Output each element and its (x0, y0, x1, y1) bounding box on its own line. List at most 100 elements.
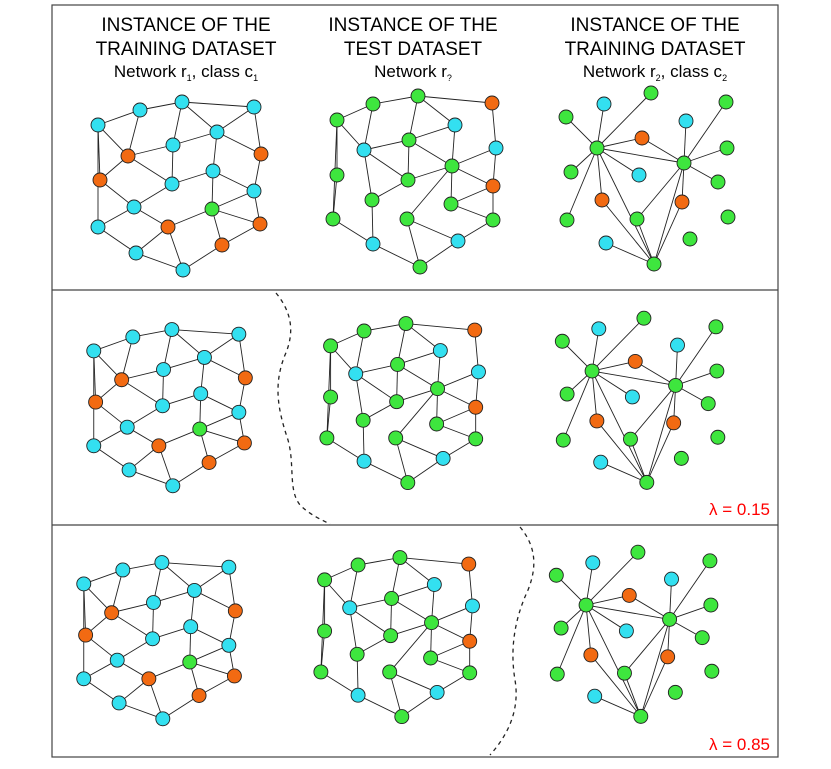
graph-node (193, 386, 209, 402)
graph-edge (624, 673, 642, 717)
graph-node (589, 140, 605, 156)
graph-node (694, 630, 710, 646)
graph-node (593, 454, 609, 470)
graph-node (388, 430, 404, 446)
graph-node (682, 231, 698, 247)
graph-node (115, 562, 131, 578)
graph-node (88, 394, 104, 410)
graph-edge (216, 131, 262, 155)
graph-edge (408, 124, 456, 141)
graph-node (182, 654, 198, 670)
header-test: INSTANCE OF THE TEST DATASET Network r? (328, 15, 497, 83)
graph-edge (640, 656, 669, 717)
graph-edge (397, 364, 438, 390)
graph-edge (646, 385, 677, 483)
graph-node (132, 102, 148, 118)
graph-edge (389, 671, 438, 693)
graph-node (76, 671, 92, 687)
graph-node (325, 211, 341, 227)
graph-node (710, 174, 726, 190)
graph-node (114, 372, 130, 388)
graph-edge (128, 469, 173, 487)
graph-node (563, 164, 579, 180)
graph-edge (585, 604, 592, 655)
graph-edge (636, 162, 685, 220)
graph-node (183, 619, 199, 635)
graph-node (389, 394, 405, 410)
graph-node (401, 132, 417, 148)
graph-node (598, 235, 614, 251)
graph-edge (417, 95, 493, 104)
graph-edge (395, 437, 409, 483)
graph-node (155, 398, 171, 414)
graph-edge (641, 137, 685, 164)
graph-edge (585, 604, 642, 717)
graph-node (412, 259, 428, 275)
graph-edge (204, 357, 246, 379)
graph-edge (591, 370, 676, 386)
graph-node (192, 421, 208, 437)
graph-node (583, 647, 599, 663)
graph-edge (349, 607, 358, 655)
graph-node (364, 192, 380, 208)
graph-node (447, 117, 463, 133)
graph-node (667, 684, 683, 700)
graph-node (673, 450, 689, 466)
graph-node (382, 664, 398, 680)
graph-edge (408, 139, 453, 167)
graph-node (703, 597, 719, 613)
graph-node (718, 94, 734, 110)
graph-edge (135, 252, 184, 271)
graph-node (430, 381, 446, 397)
graph-edge (596, 147, 640, 176)
graph-edge (566, 147, 598, 221)
graph-node (246, 183, 262, 199)
graph-edge (596, 92, 652, 149)
header-training-2: INSTANCE OF THE TRAINING DATASET Network… (565, 15, 746, 83)
graph-node (432, 343, 448, 358)
graph-node (121, 462, 137, 478)
graph-edge (167, 226, 184, 271)
graph-node (350, 557, 366, 573)
graph-edge (556, 604, 587, 675)
column-headers: INSTANCE OF THE TRAINING DATASET Network… (96, 15, 746, 83)
graph-node (624, 389, 640, 405)
graph-node (423, 650, 439, 666)
graph-node (119, 419, 135, 435)
graph-edge (596, 147, 603, 201)
graph-node (205, 163, 221, 179)
graph-edge (406, 218, 421, 268)
graph-edge (562, 370, 593, 441)
graph-edge (653, 201, 683, 265)
graph-node (584, 363, 600, 379)
panel-frames (51, 4, 779, 758)
graph-edge (172, 131, 218, 146)
graph-edge (363, 139, 410, 151)
graph-edge (127, 109, 141, 157)
network-r1-panel-1 (90, 94, 269, 278)
graph-node (111, 695, 127, 711)
network-r2-panel-1 (558, 85, 736, 272)
graph-edge (363, 149, 409, 181)
graph-node (585, 555, 601, 571)
graph-node (555, 432, 571, 448)
graph-edge (591, 370, 648, 483)
graph-edge (591, 370, 598, 421)
graph-edge (349, 607, 391, 637)
graph-node (390, 357, 406, 372)
graph-edge (363, 460, 408, 483)
graph-edge (630, 439, 648, 483)
graph-node (365, 96, 381, 112)
graph-node (627, 353, 643, 369)
graph-edge (596, 137, 643, 149)
graph-edge (450, 185, 494, 205)
header-line2: TRAINING DATASET (565, 39, 746, 60)
network-test-panel-1 (325, 88, 504, 275)
header-network-label: Network r2, class c2 (583, 62, 727, 83)
graph-node (191, 688, 207, 703)
graph-node (126, 199, 142, 215)
graph-edge (397, 350, 441, 365)
graph-node (174, 94, 190, 110)
graph-edge (199, 428, 245, 444)
graph-edge (406, 165, 453, 220)
